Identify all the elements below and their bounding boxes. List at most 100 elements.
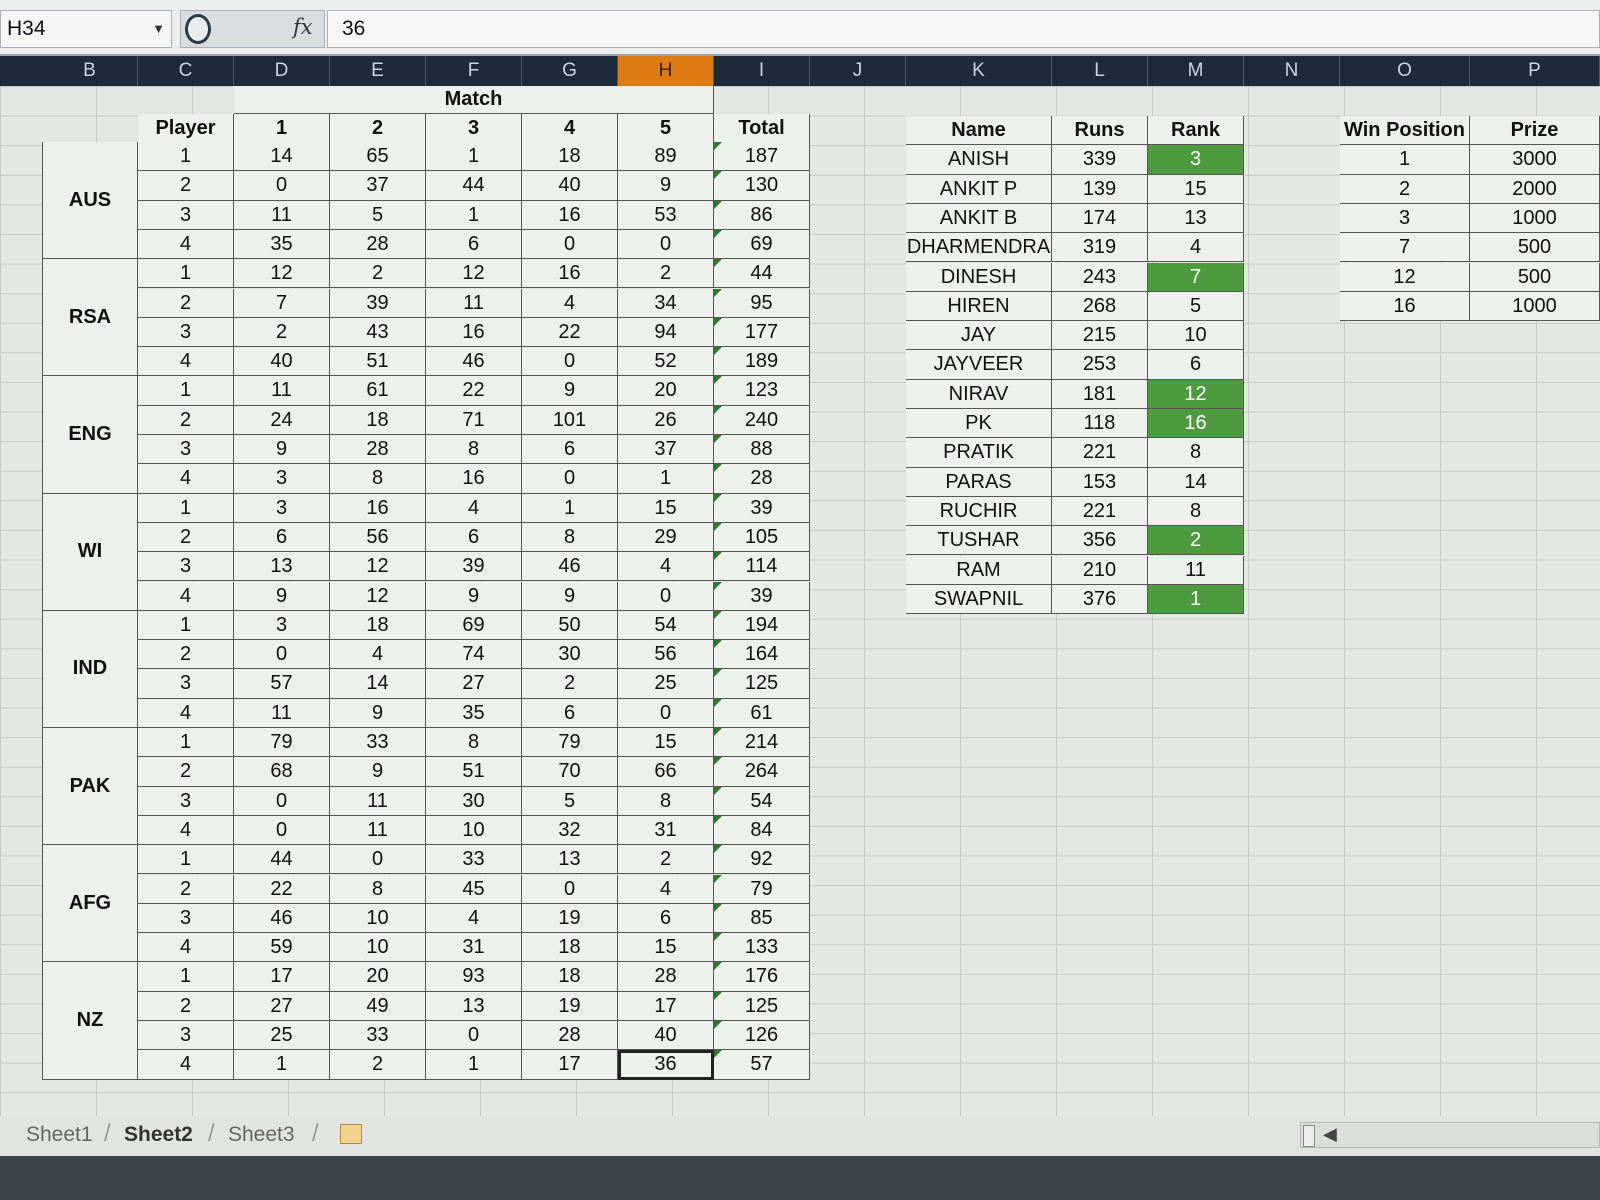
score-cell[interactable]: 17	[234, 962, 330, 992]
score-cell[interactable]: 114	[714, 552, 810, 582]
team-label[interactable]: AFG	[42, 845, 138, 963]
player-runs-cell[interactable]: 215	[1052, 321, 1148, 351]
score-cell[interactable]: 12	[426, 259, 522, 289]
score-cell[interactable]: 0	[234, 815, 330, 846]
rank-header-1[interactable]: Runs	[1052, 116, 1148, 146]
score-cell[interactable]: 240	[714, 405, 810, 435]
score-cell[interactable]: 214	[714, 728, 810, 758]
player-runs-cell[interactable]: 268	[1052, 291, 1148, 322]
score-cell[interactable]: 6	[522, 435, 618, 465]
player-name-cell[interactable]: JAY	[906, 321, 1052, 351]
win-position-cell[interactable]: 1	[1340, 145, 1470, 175]
player-runs-cell[interactable]: 181	[1052, 379, 1148, 409]
score-cell[interactable]: 28	[714, 464, 810, 494]
score-cell[interactable]: 88	[714, 435, 810, 465]
player-rank-cell[interactable]: 3	[1148, 145, 1244, 175]
score-cell[interactable]: 39	[714, 493, 810, 523]
score-cell[interactable]: 26	[618, 405, 714, 435]
score-cell[interactable]: 2	[330, 259, 426, 289]
score-cell[interactable]: 13	[234, 552, 330, 582]
worksheet-grid[interactable]: Match Player 1 2 3 4 5 Total AUS 1 14 65 1 18 89 187 2 0 3…	[0, 86, 1600, 1116]
score-cell[interactable]: 43	[330, 317, 426, 348]
score-cell[interactable]: 49	[330, 991, 426, 1021]
score-cell[interactable]: 2	[138, 522, 234, 553]
score-cell[interactable]: 28	[330, 435, 426, 465]
score-cell[interactable]: 11	[330, 815, 426, 846]
insert-sheet-icon[interactable]	[340, 1124, 362, 1144]
player-name-cell[interactable]: DHARMENDRA	[906, 233, 1052, 263]
score-cell[interactable]: 52	[618, 347, 714, 377]
score-cell[interactable]: 4	[138, 347, 234, 377]
score-cell[interactable]: 3	[138, 552, 234, 582]
player-rank-cell[interactable]: 15	[1148, 174, 1244, 204]
score-cell[interactable]: 37	[330, 171, 426, 201]
score-cell[interactable]: 8	[618, 786, 714, 816]
score-cell[interactable]: 28	[522, 1021, 618, 1051]
win-position-cell[interactable]: 7	[1340, 233, 1470, 263]
win-position-cell[interactable]: 12	[1340, 262, 1470, 292]
score-cell[interactable]: 0	[426, 1021, 522, 1051]
score-cell[interactable]: 69	[426, 610, 522, 641]
score-cell[interactable]: 14	[330, 669, 426, 699]
score-cell[interactable]: 27	[234, 991, 330, 1021]
player-name-cell[interactable]: DINESH	[906, 262, 1052, 292]
score-cell[interactable]: 15	[618, 728, 714, 758]
score-cell[interactable]: 12	[330, 581, 426, 611]
prize-cell[interactable]: 500	[1470, 262, 1600, 292]
column-header-m[interactable]: M	[1148, 56, 1244, 86]
score-cell[interactable]: 94	[618, 317, 714, 348]
score-cell[interactable]: 4	[138, 464, 234, 494]
score-cell[interactable]: 28	[618, 962, 714, 992]
score-cell[interactable]: 4	[426, 493, 522, 523]
team-label[interactable]: PAK	[42, 728, 138, 846]
score-cell[interactable]: 1	[618, 464, 714, 494]
column-header-e[interactable]: E	[330, 56, 426, 86]
score-cell[interactable]: 189	[714, 347, 810, 377]
score-cell[interactable]: 5	[522, 786, 618, 816]
score-cell[interactable]: 4	[138, 815, 234, 846]
player-runs-cell[interactable]: 221	[1052, 438, 1148, 468]
score-cell[interactable]: 9	[234, 435, 330, 465]
score-cell[interactable]: 10	[330, 933, 426, 963]
score-cell[interactable]: 7	[234, 288, 330, 318]
name-box[interactable]: H34 ▼	[0, 10, 172, 48]
score-cell[interactable]: 9	[330, 757, 426, 787]
score-cell[interactable]: 133	[714, 933, 810, 963]
player-runs-cell[interactable]: 253	[1052, 350, 1148, 380]
score-cell[interactable]: 46	[234, 903, 330, 934]
score-cell[interactable]: 17	[522, 1050, 618, 1080]
rank-header-0[interactable]: Name	[906, 116, 1052, 146]
score-cell[interactable]: 46	[522, 552, 618, 582]
score-cell[interactable]: 187	[714, 142, 810, 172]
score-cell[interactable]: 19	[522, 991, 618, 1021]
score-cell[interactable]: 1	[522, 493, 618, 523]
score-cell[interactable]: 0	[330, 845, 426, 875]
player-name-cell[interactable]: SWAPNIL	[906, 584, 1052, 615]
player-name-cell[interactable]: PRATIK	[906, 438, 1052, 468]
score-cell[interactable]: 65	[330, 142, 426, 172]
score-cell[interactable]: 12	[234, 259, 330, 289]
tab-sheet3[interactable]: Sheet3	[228, 1123, 295, 1146]
score-cell[interactable]: 29	[618, 522, 714, 553]
score-cell[interactable]: 45	[426, 874, 522, 904]
score-cell[interactable]: 2	[618, 259, 714, 289]
score-cell[interactable]: 10	[426, 815, 522, 846]
score-header-1[interactable]: 1	[234, 114, 330, 143]
column-header-b[interactable]: B	[42, 56, 138, 86]
score-cell[interactable]: 4	[138, 229, 234, 260]
score-cell[interactable]: 22	[234, 874, 330, 904]
score-cell[interactable]: 19	[522, 903, 618, 934]
match-header[interactable]: Match	[234, 86, 714, 114]
score-cell[interactable]: 4	[138, 698, 234, 728]
score-cell[interactable]: 11	[234, 698, 330, 728]
score-cell[interactable]: 20	[618, 376, 714, 406]
score-cell[interactable]: 37	[618, 435, 714, 465]
score-cell[interactable]: 6	[618, 903, 714, 934]
prize-cell[interactable]: 1000	[1470, 203, 1600, 234]
team-label[interactable]: ENG	[42, 376, 138, 494]
win-position-cell[interactable]: 3	[1340, 203, 1470, 234]
score-cell[interactable]: 15	[618, 493, 714, 523]
score-cell[interactable]: 50	[522, 610, 618, 641]
score-cell[interactable]: 28	[330, 229, 426, 260]
rank-header-2[interactable]: Rank	[1148, 116, 1244, 146]
